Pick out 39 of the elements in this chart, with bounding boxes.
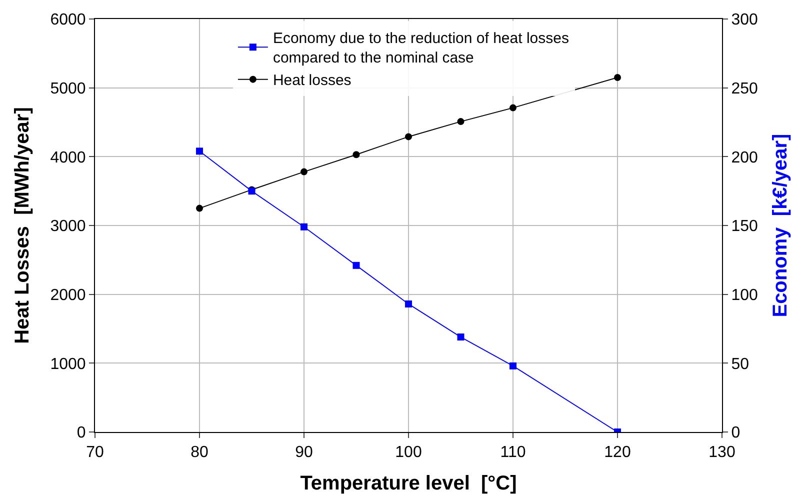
point [457, 118, 464, 126]
point [614, 74, 621, 82]
y-tick-label: 0 [76, 424, 86, 442]
point [510, 104, 516, 112]
y-tick-label: 6000 [50, 12, 86, 29]
point [196, 148, 203, 155]
x-tick-label: 130 [708, 444, 736, 462]
legend-label: Economy due to the reduction of heat losses compared to the nominal case [272, 30, 569, 67]
point [300, 223, 308, 230]
point [457, 334, 464, 341]
y2-tick-label: 0 [731, 424, 740, 442]
point [300, 168, 308, 176]
x-tick-label: 110 [500, 444, 526, 462]
point [510, 362, 516, 370]
y-tick-label: 3000 [50, 218, 86, 236]
y-tick-label: 5000 [50, 80, 86, 98]
y2-tick-label: 250 [731, 80, 758, 98]
point [352, 151, 360, 158]
x-tick-label: 90 [295, 444, 313, 462]
point [405, 300, 412, 308]
y-axis-title: Heat Losses [MWh/year] [12, 107, 34, 344]
x-axis-title: Temperature level [°C] [300, 472, 517, 495]
y-tick-label: 1000 [50, 356, 86, 373]
y2-axis-title: Economy [k€/year] [769, 134, 792, 318]
x-tick-label: 70 [86, 444, 104, 462]
y2-tick-label: 50 [731, 356, 750, 373]
x-tick-label: 80 [190, 444, 208, 462]
y2-tick-label: 100 [731, 286, 758, 304]
y2-tick-label: 300 [731, 12, 758, 29]
point [352, 262, 360, 269]
y2-tick-label: 200 [731, 149, 758, 166]
point [405, 133, 412, 140]
x-tick-label: 100 [395, 444, 422, 462]
y-tick-label: 2000 [50, 286, 86, 304]
x-tick-label: 120 [604, 444, 631, 462]
y2-tick-label: 150 [731, 218, 758, 236]
legend-label: Heat losses [272, 72, 352, 90]
y-tick-label: 4000 [50, 149, 86, 166]
point [196, 204, 203, 212]
